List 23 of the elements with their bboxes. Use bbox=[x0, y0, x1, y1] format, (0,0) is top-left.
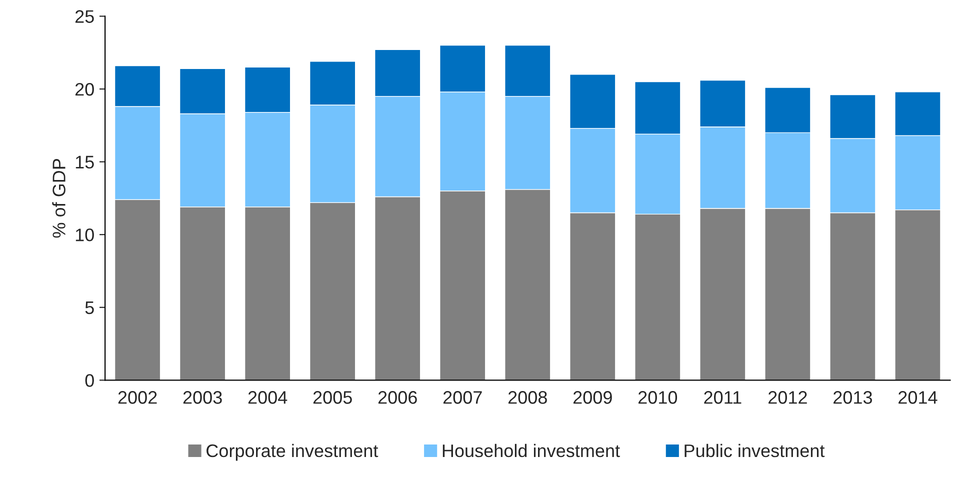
x-tick-label: 2004 bbox=[248, 391, 288, 404]
x-tick-label: 2014 bbox=[898, 391, 938, 404]
legend-label: Public investment bbox=[684, 444, 825, 458]
x-tick-label: 2009 bbox=[573, 391, 612, 404]
x-tick-label: 2011 bbox=[704, 391, 742, 404]
x-tick-label: 2013 bbox=[834, 391, 872, 404]
x-tick-label: 2006 bbox=[378, 391, 417, 404]
y-tick-label: 25 bbox=[75, 10, 94, 23]
x-tick-label: 2005 bbox=[313, 391, 352, 404]
y-tick-label: 5 bbox=[85, 302, 94, 314]
x-tick-label: 2010 bbox=[638, 391, 678, 404]
y-tick-label: 20 bbox=[75, 82, 94, 96]
x-tick-label: 2003 bbox=[183, 391, 222, 404]
y-tick-label: 15 bbox=[76, 156, 94, 169]
y-tick-label: 0 bbox=[85, 374, 94, 387]
legend-label: Corporate investment bbox=[206, 444, 378, 461]
x-tick-label: 2008 bbox=[508, 391, 547, 404]
x-tick-label: 2007 bbox=[443, 391, 482, 404]
x-tick-label: 2012 bbox=[768, 391, 807, 404]
y-axis-title: % of GDP bbox=[52, 159, 66, 238]
x-tick-label: 2002 bbox=[118, 391, 157, 404]
legend-label: Household investment bbox=[442, 444, 620, 458]
y-tick-label: 10 bbox=[76, 228, 94, 242]
